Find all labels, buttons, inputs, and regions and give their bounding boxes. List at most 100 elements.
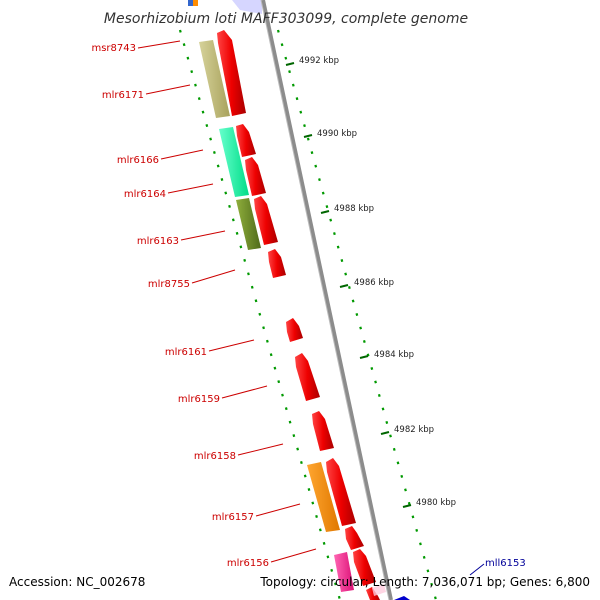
scale-dot (284, 56, 288, 60)
scale-dot (400, 474, 404, 478)
gene-arrow[interactable] (312, 411, 334, 451)
gene-label-mlr6161[interactable]: mlr6161 (165, 347, 207, 358)
scale-dot (280, 43, 284, 47)
gc-dot (322, 541, 326, 545)
gc-dot (186, 56, 190, 60)
scale-tick (380, 431, 390, 435)
forward-strand-genes (217, 30, 380, 600)
gc-dot (247, 272, 250, 276)
leader-line (237, 443, 284, 456)
scale-tick-label: 4984 kbp (374, 350, 414, 360)
cog-feature-light (372, 584, 386, 596)
gene-arrow[interactable] (236, 124, 256, 157)
cog-feature-pink[interactable] (334, 552, 354, 592)
scale-tick (285, 62, 295, 66)
gc-dot (330, 568, 334, 572)
gc-dot (243, 258, 247, 262)
gc-dot (254, 299, 258, 303)
scale-dot (318, 178, 321, 182)
scale-dot (299, 110, 303, 114)
gene-arrow[interactable] (254, 196, 278, 245)
scale-dot (333, 232, 336, 236)
leader-line (137, 40, 181, 49)
gc-dot (194, 83, 197, 87)
gene-label-mlr8755[interactable]: mlr8755 (148, 279, 190, 290)
gene-arrow[interactable] (286, 318, 303, 342)
scale-dot (385, 420, 389, 424)
gc-dot (250, 285, 254, 289)
gene-label-mlr6156[interactable]: mlr6156 (227, 558, 269, 569)
scale-dot (366, 353, 370, 357)
leader-line (167, 183, 214, 194)
gene-label-mlr6166[interactable]: mlr6166 (117, 155, 159, 166)
gene-arrow[interactable] (295, 353, 320, 401)
gene-label-mlr6158[interactable]: mlr6158 (194, 451, 236, 462)
gc-dot (315, 514, 318, 518)
cog-feature-orange[interactable] (307, 462, 340, 532)
scale-dot (344, 272, 348, 276)
cog-feature-tan[interactable] (199, 40, 230, 118)
scale-dot (370, 366, 374, 370)
scale-tick-label: 4990 kbp (317, 129, 357, 139)
gene-label-mlr6159[interactable]: mlr6159 (178, 394, 220, 405)
gc-dot (284, 407, 288, 411)
scale-dot (355, 313, 359, 317)
map-title: Mesorhizobium loti MAFF303099, complete … (104, 11, 468, 27)
accession-text: Accession: NC_002678 (9, 575, 146, 589)
cog-feature-track (199, 40, 354, 592)
scale-tick (359, 355, 369, 359)
scale-dot (411, 515, 415, 519)
gc-dot (292, 434, 296, 438)
scale-dot (351, 299, 355, 303)
gc-dot (212, 151, 216, 155)
leader-line (191, 269, 236, 284)
scale-dot (396, 461, 400, 465)
gc-dot (318, 528, 322, 532)
scale-dot (415, 528, 419, 532)
scale-dot (314, 164, 318, 168)
gc-dot (228, 204, 231, 208)
scale-dot (306, 137, 310, 141)
leader-line (180, 230, 226, 241)
gc-dot (265, 339, 269, 343)
scale-tick-label: 4980 kbp (416, 498, 456, 508)
gc-dot (334, 582, 337, 586)
gc-dot (216, 164, 220, 168)
scale-tick-label: 4982 kbp (394, 425, 434, 435)
gene-arrow[interactable] (366, 587, 380, 600)
gc-dot (190, 70, 194, 74)
gene-label-mll6153[interactable]: mll6153 (485, 558, 526, 569)
leader-line (469, 563, 485, 576)
gc-dot (281, 393, 284, 397)
gene-arrow[interactable] (326, 458, 356, 526)
gene-arrow-reverse[interactable] (394, 596, 410, 600)
cog-feature-aqua[interactable] (219, 127, 249, 197)
cropped-feature (193, 0, 198, 6)
gc-dot (269, 353, 273, 357)
gene-label-mlr6157[interactable]: mlr6157 (212, 512, 254, 523)
gene-arrow[interactable] (268, 249, 286, 278)
gene-label-mlr6171[interactable]: mlr6171 (102, 90, 144, 101)
gene-arrow[interactable] (345, 526, 364, 550)
gene-label-mlr6164[interactable]: mlr6164 (124, 189, 166, 200)
scale-ticks: 4992 kbp 4990 kbp 4988 kbp 4986 kbp 4984 kbp… (285, 56, 456, 508)
gene-arrow[interactable] (353, 549, 376, 586)
scale-dot (310, 151, 314, 155)
gene-label-msr8743[interactable]: msr8743 (91, 43, 136, 54)
scale-dot (419, 542, 422, 546)
gene-arrow[interactable] (245, 157, 266, 196)
gc-dot (258, 312, 262, 316)
gc-dot (262, 326, 265, 330)
gene-label-mlr6163[interactable]: mlr6163 (137, 236, 179, 247)
gene-arrow[interactable] (217, 30, 246, 116)
gc-dot (224, 191, 228, 195)
scale-tick (402, 504, 412, 508)
gc-dot (235, 231, 239, 235)
scale-dot (434, 596, 437, 600)
scale-dot (430, 582, 434, 586)
cropped-feature (232, 0, 262, 14)
scale-dot (404, 488, 407, 492)
leader-line (255, 503, 301, 517)
cog-feature-olive[interactable] (236, 198, 261, 250)
